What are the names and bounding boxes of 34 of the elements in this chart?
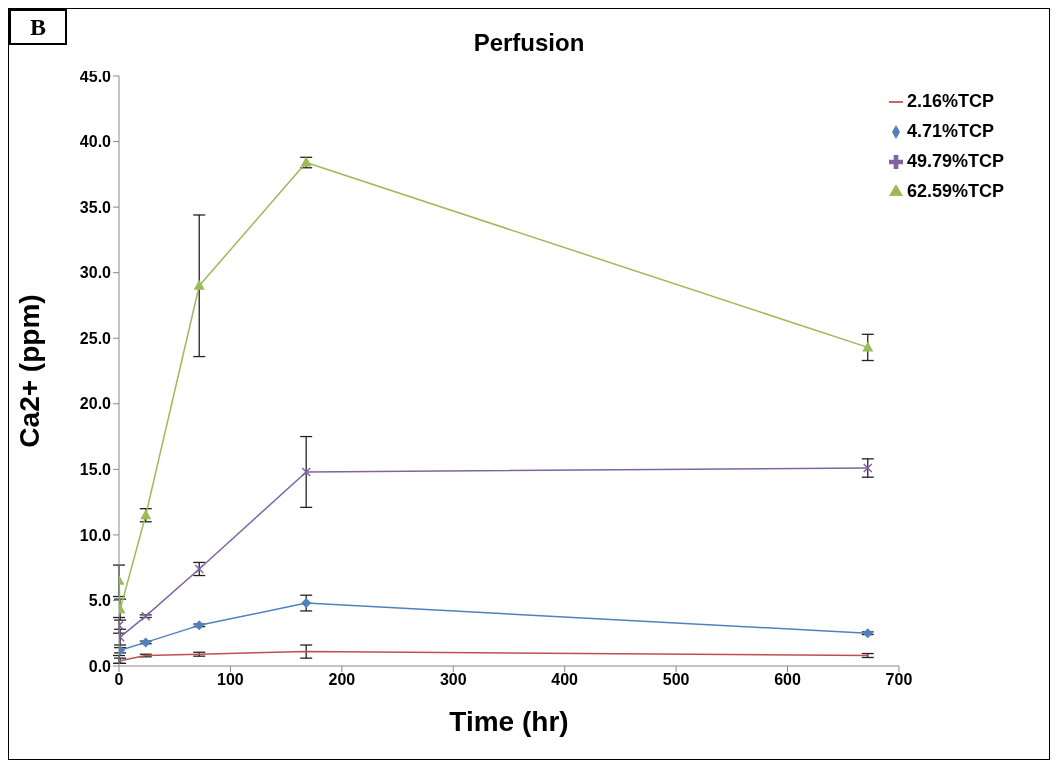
y-tick-label: 5.0	[88, 592, 112, 610]
point	[193, 279, 205, 290]
point	[194, 620, 205, 631]
y-tick-label: 10.0	[79, 526, 112, 544]
point	[140, 637, 151, 648]
x-tick-label: 700	[885, 671, 913, 689]
x-tick-label: 100	[217, 671, 244, 689]
y-tick-label: 35.0	[79, 198, 112, 216]
point	[301, 467, 311, 477]
y-tick-label: 20.0	[79, 395, 112, 413]
x-tick-label: 200	[328, 671, 356, 689]
y-tick-label: 0.0	[88, 657, 112, 675]
y-axis-title: Ca2+ (ppm)	[13, 294, 45, 448]
chart-title: Perfusion	[473, 29, 585, 56]
x-tick-label: 0	[114, 671, 124, 689]
x-tick-label: 500	[662, 671, 690, 689]
legend-label: 49.79%TCP	[906, 151, 1004, 171]
y-tick-label: 45.0	[79, 67, 112, 85]
x-axis-title: Time (hr)	[449, 706, 569, 737]
y-tick-label: 40.0	[79, 133, 112, 151]
text: B	[9, 9, 67, 45]
y-tick-label: 15.0	[79, 461, 112, 479]
y-tick-label: 25.0	[79, 329, 112, 347]
y-tick-label: 30.0	[79, 264, 112, 282]
x-tick-label: 600	[774, 671, 801, 689]
line-series	[119, 650, 869, 662]
point	[862, 341, 874, 352]
x-tick-label: 300	[439, 671, 467, 689]
point	[862, 463, 873, 473]
point	[301, 598, 312, 609]
x-tick-label: 400	[551, 671, 579, 689]
legend-label: 62.59%TCP	[906, 181, 1004, 201]
legend-label: 4.71%TCP	[906, 121, 994, 141]
legend-label: 2.16%TCP	[906, 91, 994, 111]
